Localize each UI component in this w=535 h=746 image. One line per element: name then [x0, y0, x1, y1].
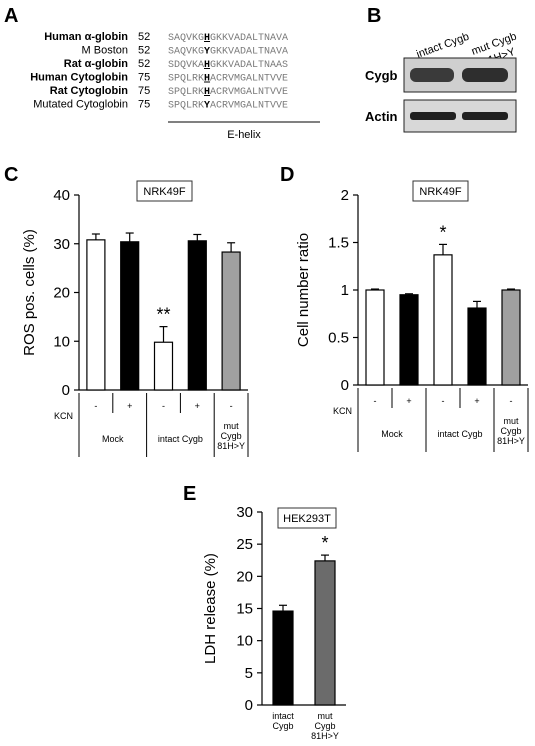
- alignment-row-name: Mutated Cytoglobin: [33, 99, 128, 111]
- group-label: intact Cygb: [158, 434, 203, 444]
- kcn-sign: +: [195, 401, 200, 411]
- alignment-row-sequence: SPQLRKHACRVMGALNTVVE: [168, 74, 288, 85]
- kcn-sign: -: [230, 401, 233, 411]
- y-tick-label: 10: [53, 333, 70, 350]
- group-label: intact Cygb: [437, 429, 482, 439]
- cell-line-box: [277, 507, 337, 529]
- alignment-row-start: 75: [138, 72, 150, 84]
- bar: [120, 241, 140, 391]
- kcn-sign: -: [442, 396, 445, 406]
- blot-lane-label-intact: intact Cygb: [415, 31, 471, 61]
- y-tick-label: 40: [53, 187, 70, 204]
- alignment-row-start: 75: [138, 99, 150, 111]
- bar: [272, 610, 294, 706]
- blot-band-actin-intact: [410, 112, 456, 120]
- blot-band-cygb-intact: [410, 68, 454, 82]
- group-label: Mock: [102, 434, 124, 444]
- panel-letter-e: E: [183, 483, 196, 505]
- y-tick-label: 20: [236, 568, 253, 585]
- alignment-row-name: Rat Cytoglobin: [50, 85, 128, 97]
- blot-band-cygb-mut: [462, 68, 508, 82]
- bar: [153, 341, 174, 391]
- alignment-row-sequence: SPQLRKHACRVMGALNTVVE: [168, 87, 288, 98]
- kcn-sign: -: [94, 401, 97, 411]
- y-tick-label: 0.5: [328, 330, 349, 347]
- blot-row-label-cygb: Cygb: [365, 68, 398, 83]
- alignment-row-start: 52: [138, 45, 150, 57]
- blot-row-label-actin: Actin: [365, 109, 398, 124]
- y-tick-label: 0: [62, 382, 70, 399]
- chart-c: NRK49F 0 10 20 30 40 ROS pos. cells (%) ** KCN - +…: [21, 180, 249, 457]
- y-tick-label: 0: [341, 377, 349, 394]
- y-tick-label: 20: [53, 285, 70, 302]
- y-tick-label: 1.5: [328, 235, 349, 252]
- cell-line-label: HEK293T: [283, 513, 331, 525]
- significance-marker: *: [321, 533, 328, 553]
- alignment-row-sequence: SPQLRKYACRVMGALNTVVE: [168, 101, 288, 112]
- alignment-row-sequence: SAQVKGHGKKVADALTNAVA: [168, 33, 288, 44]
- cell-line-box: [136, 180, 193, 202]
- alignment-row-sequence: SDQVKAHGKKVADALTNAAS: [168, 60, 288, 71]
- chart-d: NRK49F 0 0.5 1 1.5 2 Cell number ratio * KCN - + - +…: [295, 180, 529, 452]
- y-tick-label: 30: [53, 236, 70, 253]
- y-axis-label: LDH release (%): [202, 553, 219, 664]
- cell-line-label: NRK49F: [143, 186, 185, 198]
- bar: [399, 294, 419, 386]
- alignment-row-start: 52: [138, 31, 150, 43]
- y-tick-label: 10: [236, 633, 253, 650]
- alignment-row-name: M Boston: [82, 45, 128, 57]
- significance-marker: *: [439, 222, 446, 242]
- panel-letter-a: A: [4, 5, 18, 27]
- x-tick-label: intact Cygb: [272, 711, 294, 731]
- kcn-label: KCN: [54, 411, 73, 421]
- bar: [467, 307, 487, 386]
- kcn-label: KCN: [333, 406, 352, 416]
- group-label: mut Cygb 81H>Y: [497, 416, 525, 446]
- bar: [221, 251, 241, 391]
- cell-line-label: NRK49F: [419, 186, 461, 198]
- bar: [365, 289, 385, 386]
- bar: [314, 560, 336, 706]
- blot-actin-strip: [403, 99, 517, 133]
- panel-letter-d: D: [280, 164, 294, 186]
- y-tick-label: 2: [341, 187, 349, 204]
- kcn-sign: -: [510, 396, 513, 406]
- kcn-sign: +: [127, 401, 132, 411]
- y-tick-label: 25: [236, 536, 253, 553]
- chart-e: HEK293T 0 5 10 15 20 25 30 LDH release (%) * intac…: [202, 504, 346, 741]
- kcn-sign: -: [162, 401, 165, 411]
- y-tick-label: 30: [236, 504, 253, 521]
- kcn-sign: +: [406, 396, 411, 406]
- blot-cygb-strip: [403, 57, 517, 93]
- group-label: Mock: [381, 429, 403, 439]
- sequence-alignment: Human α-globin 52 SAQVKGHGKKVADALTNAVA M Bo…: [30, 31, 320, 141]
- y-tick-label: 15: [236, 601, 253, 618]
- kcn-sign: -: [374, 396, 377, 406]
- y-tick-label: 0: [245, 697, 253, 714]
- y-tick-label: 5: [245, 665, 253, 682]
- panel-letter-b: B: [367, 5, 381, 27]
- bar: [187, 240, 207, 391]
- panel-letter-c: C: [4, 164, 18, 186]
- alignment-row-start: 75: [138, 85, 150, 97]
- kcn-sign: +: [474, 396, 479, 406]
- alignment-row-name: Human α-globin: [44, 31, 128, 43]
- alignment-row-start: 52: [138, 58, 150, 70]
- alignment-row-name: Rat α-globin: [64, 58, 128, 70]
- bar: [433, 254, 453, 386]
- x-tick-label: mut Cygb 81H>Y: [311, 711, 339, 741]
- y-axis-label: Cell number ratio: [295, 233, 312, 347]
- helix-label: E-helix: [227, 129, 261, 141]
- bar: [86, 239, 106, 391]
- group-label: mut Cygb 81H>Y: [217, 421, 245, 451]
- blot-band-actin-mut: [462, 112, 508, 120]
- bar: [501, 289, 521, 386]
- y-axis-label: ROS pos. cells (%): [21, 229, 38, 356]
- alignment-row-name: Human Cytoglobin: [30, 72, 128, 84]
- cell-line-box: [412, 180, 469, 202]
- alignment-row-sequence: SAQVKGYGKKVADALTNAVA: [168, 47, 288, 58]
- significance-marker: **: [156, 305, 170, 325]
- y-tick-label: 1: [341, 282, 349, 299]
